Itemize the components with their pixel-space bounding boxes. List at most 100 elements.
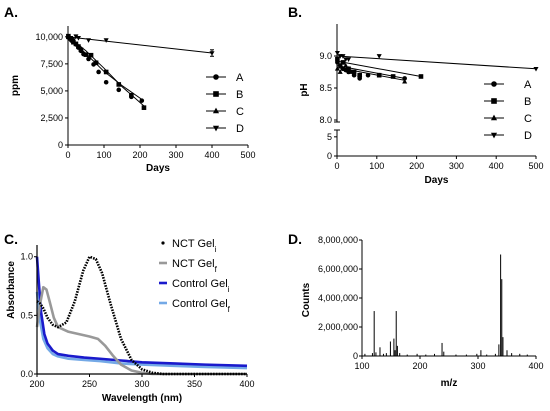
x-tick-label: 100 <box>369 161 384 171</box>
data-point-b <box>335 56 340 62</box>
x-axis-label: Days <box>146 163 170 174</box>
legend-label: Control Gelf <box>172 298 231 314</box>
legend-label-a: A <box>236 72 244 84</box>
x-tick-label: 300 <box>168 150 183 160</box>
y-axis-label: Counts <box>301 282 312 317</box>
data-point-a <box>116 87 122 93</box>
x-tick-label: 200 <box>132 150 147 160</box>
legend-label-a: A <box>524 79 532 91</box>
data-point-b <box>73 41 79 47</box>
x-tick-label: 500 <box>240 150 255 160</box>
data-point-d <box>209 51 215 56</box>
data-point-c <box>334 66 340 71</box>
data-point-b <box>129 92 134 98</box>
legend-marker-c <box>212 107 220 114</box>
data-point-d <box>65 33 71 39</box>
data-point-b <box>418 74 424 79</box>
chart-panel-d: 0 2,000,000 4,000,000 6,000,000 8,000,000 100… <box>301 235 544 389</box>
legend-marker-a <box>213 74 219 80</box>
y-tick-label: 7,500 <box>40 59 63 69</box>
chart-panel-c: 0.0 0.5 1.0 200 250 300 350 400 Wavelength (nm) A… <box>6 238 255 404</box>
data-point-d <box>340 54 346 59</box>
y-axis-label: ppm <box>10 75 21 96</box>
x-tick-label: 200 <box>409 161 424 171</box>
data-point-d <box>68 36 74 41</box>
y-tick-label: 4,000,000 <box>318 293 358 303</box>
legend-label-c: C <box>524 113 532 125</box>
chart-panel-a: 0 2,500 5,000 7,500 10,000 0 100 200 300 400 500 Da… <box>10 26 256 174</box>
data-point-b <box>78 47 84 53</box>
legend-label-c: C <box>236 106 244 118</box>
panel-label-b: B. <box>288 4 302 20</box>
y-axis-label: pH <box>299 83 310 96</box>
y-tick-label: 2,500 <box>40 113 63 123</box>
data-point-d <box>70 38 76 43</box>
y-tick-label: 8.0 <box>319 115 332 125</box>
data-point-b <box>88 52 94 58</box>
x-tick-label: 400 <box>528 361 543 371</box>
x-tick-label: 100 <box>96 150 111 160</box>
x-tick-label: 200 <box>29 379 44 389</box>
x-tick-label: 250 <box>82 379 97 389</box>
data-point-d <box>103 38 109 43</box>
y-tick-label: 8,000,000 <box>318 235 358 245</box>
y-tick-label: 10,000 <box>35 32 63 42</box>
fit-line-d <box>336 55 537 70</box>
data-point-d <box>334 50 340 56</box>
x-tick-label: 300 <box>134 379 149 389</box>
data-point-c <box>357 72 363 78</box>
legend-label: Control Geli <box>172 278 230 294</box>
data-point-d <box>346 57 352 62</box>
legend-swatch <box>161 241 165 245</box>
y-tick-label: 8.5 <box>319 83 332 93</box>
data-point-d <box>376 54 382 59</box>
x-tick-label: 0 <box>334 161 339 171</box>
legend-label-d: D <box>236 123 244 135</box>
data-point-c <box>340 66 346 71</box>
x-tick-label: 400 <box>489 161 504 171</box>
data-point-d <box>85 38 92 43</box>
x-tick-label: 100 <box>354 361 369 371</box>
x-tick-label: 300 <box>470 361 485 371</box>
legend-label: NCT Geli <box>172 238 217 254</box>
data-point-c <box>343 62 349 68</box>
data-point-b <box>340 60 346 65</box>
y-tick-label: 2,000,000 <box>318 322 358 332</box>
data-point-d <box>75 36 81 41</box>
y-tick-label: 0.5 <box>20 310 33 320</box>
data-point-b <box>141 105 147 110</box>
y-tick-label: 1.0 <box>20 252 33 262</box>
x-axis-label: m/z <box>441 378 458 389</box>
data-point-a <box>86 56 91 62</box>
legend-marker-a <box>491 81 497 87</box>
x-axis-label: Days <box>425 175 449 186</box>
legend-label-d: D <box>524 130 532 142</box>
data-point-a <box>103 79 109 85</box>
data-point-c <box>348 69 354 74</box>
data-point-c <box>337 69 343 74</box>
data-point-d <box>533 66 539 72</box>
x-tick-label: 350 <box>187 379 202 389</box>
panel-label-a: A. <box>4 4 18 20</box>
data-point-c <box>346 66 352 71</box>
x-tick-label: 0 <box>65 150 70 160</box>
legend-label-b: B <box>236 89 243 101</box>
legend-marker-d <box>212 125 220 132</box>
data-point-b <box>93 60 99 66</box>
legend-label: NCT Gelf <box>172 258 218 274</box>
data-point-b <box>116 82 122 87</box>
y-tick-label: 5,000 <box>40 86 63 96</box>
y-tick-label: 0 <box>327 151 332 161</box>
panel-label-d: D. <box>288 231 302 247</box>
x-tick-label: 400 <box>204 150 219 160</box>
data-point-b <box>390 74 396 79</box>
legend-marker-d <box>490 132 498 139</box>
y-tick-label: 0 <box>58 140 63 150</box>
data-point-b <box>76 44 81 49</box>
y-tick-label: 0.0 <box>20 369 33 379</box>
data-point-a <box>96 69 101 75</box>
x-tick-label: 500 <box>528 161 543 171</box>
spectrum-line-nct-gel-f <box>35 285 247 376</box>
